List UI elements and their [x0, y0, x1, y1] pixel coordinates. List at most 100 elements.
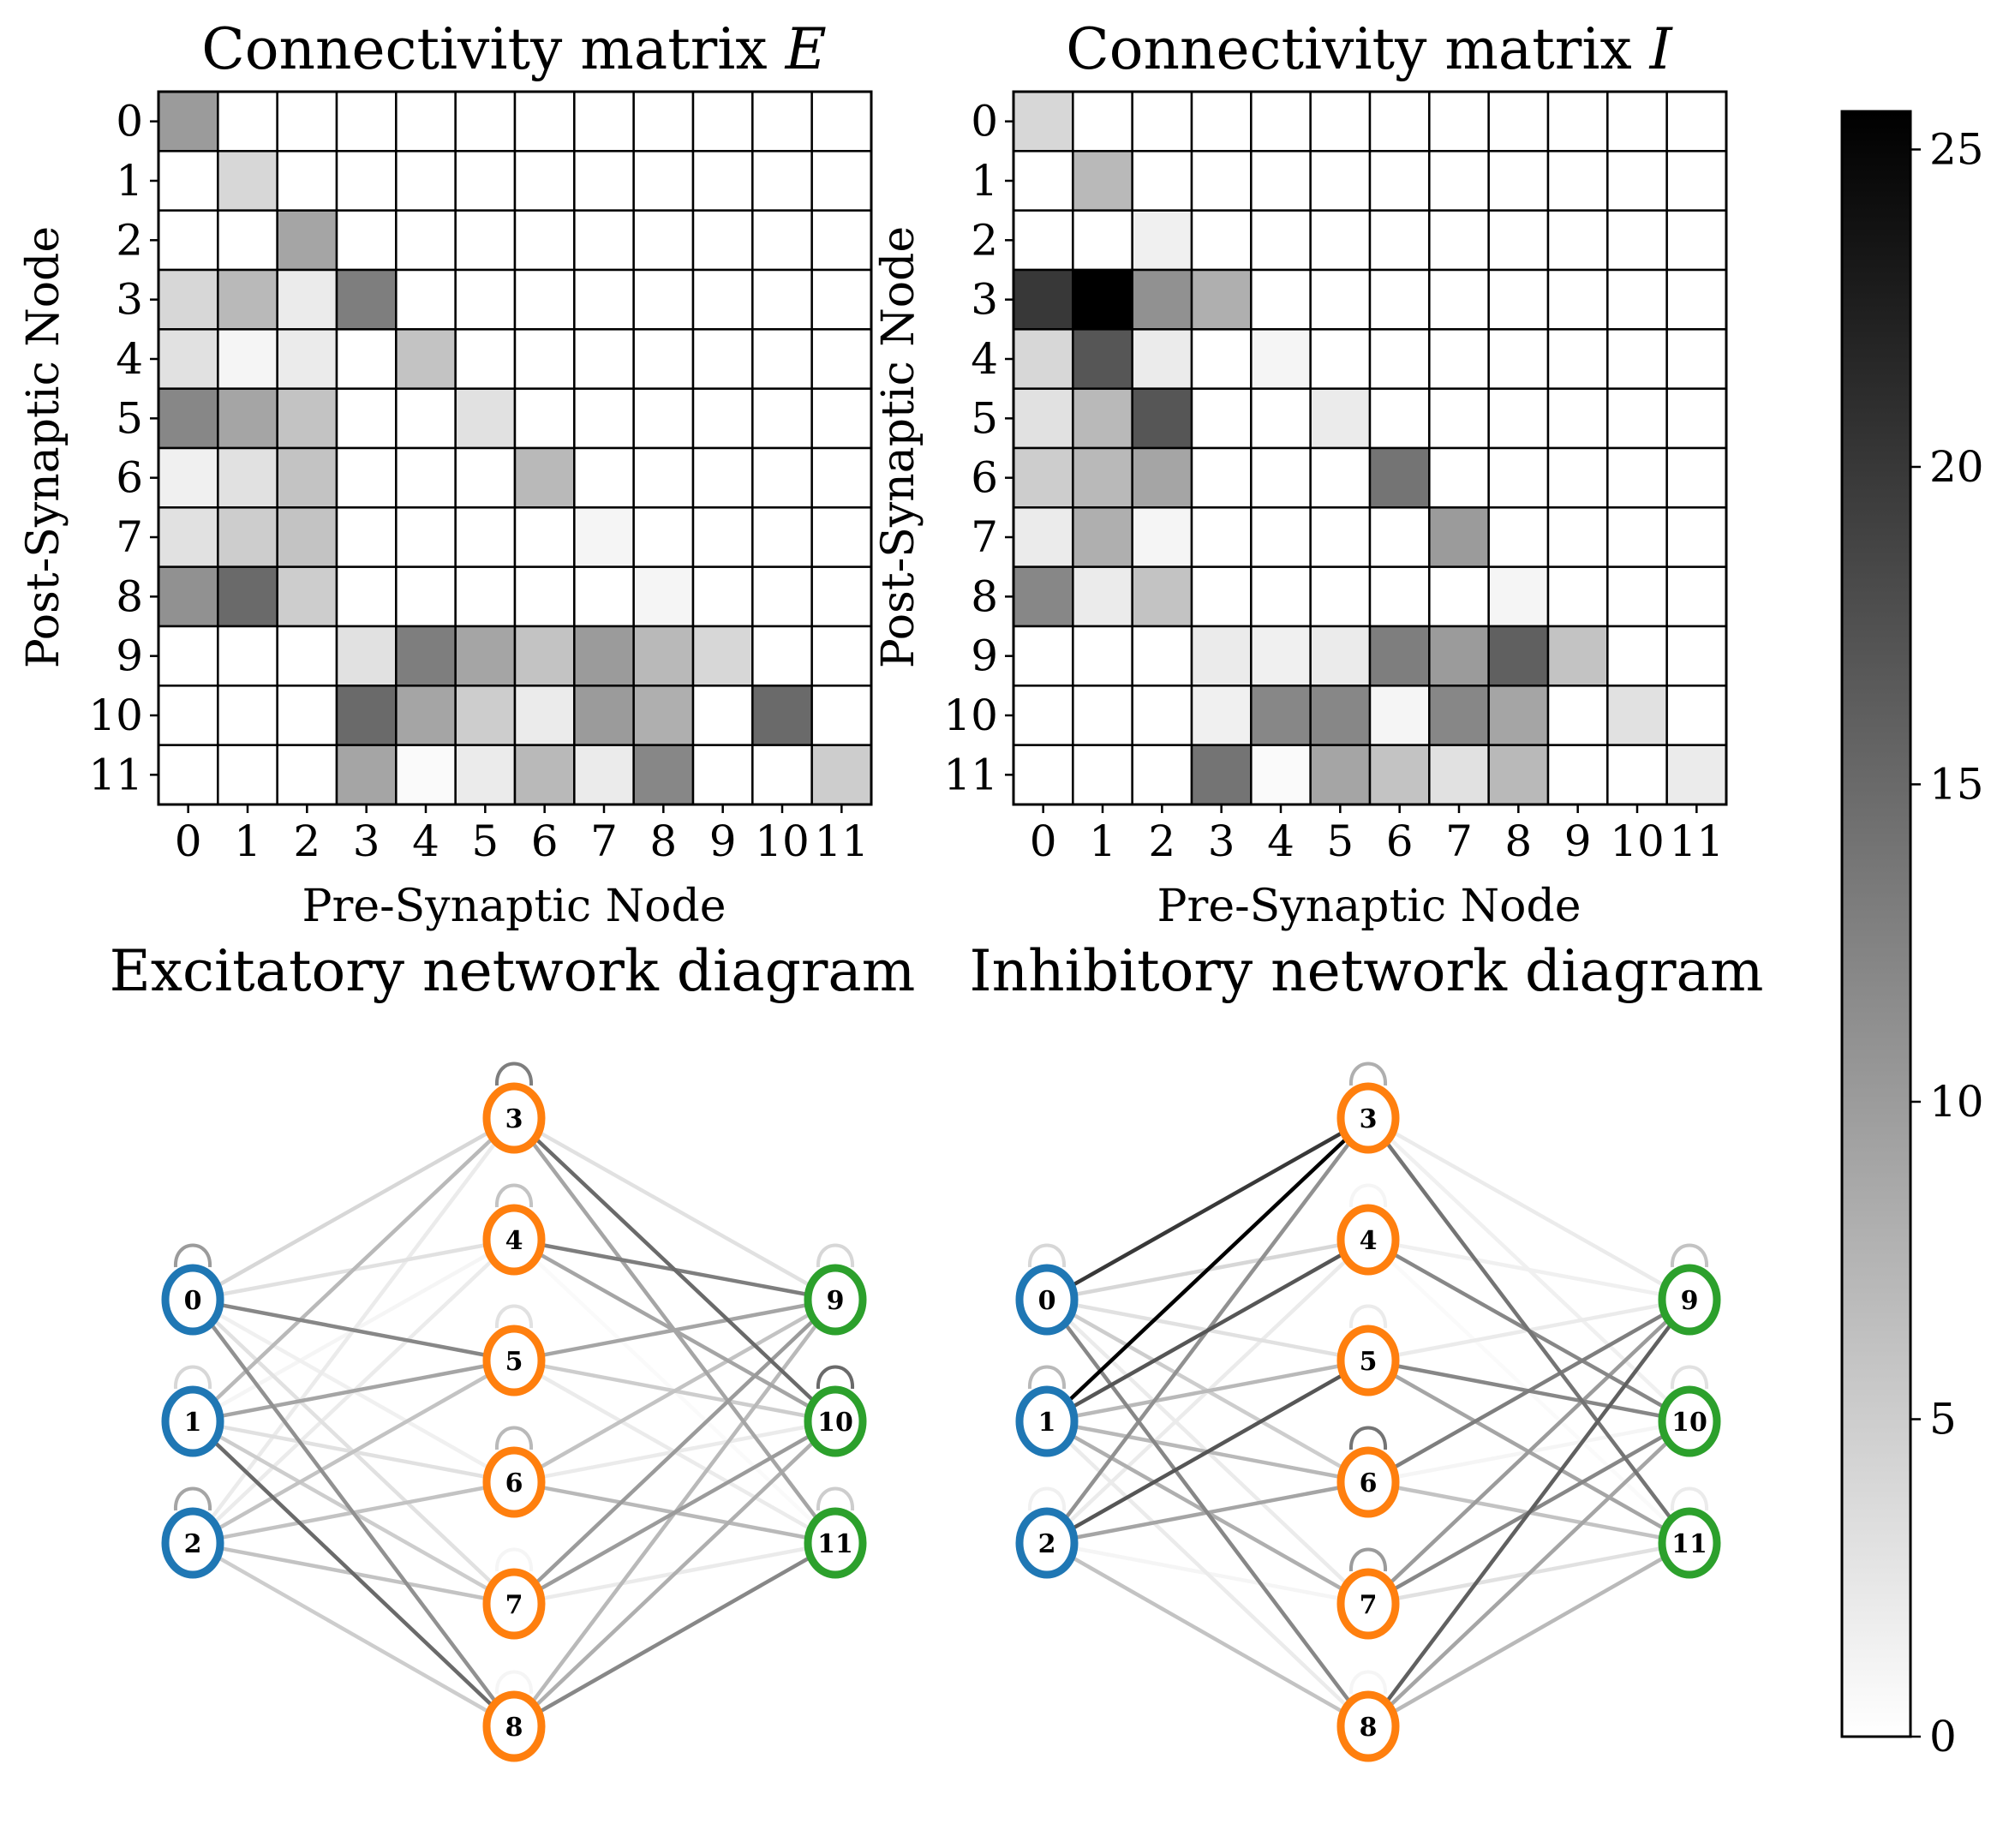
heatmap-cell [751, 150, 813, 212]
heatmap-cell [1072, 209, 1133, 272]
node-label: 8 [505, 1713, 523, 1743]
heatmap-cell [1012, 625, 1074, 687]
heatmap-cell [335, 565, 398, 628]
heatmap-cell [513, 209, 576, 272]
heatmap-cell [810, 446, 873, 509]
heatmap-cell [1131, 90, 1193, 153]
heatmap-cell [1368, 150, 1431, 212]
heatmap-cell [1190, 209, 1253, 272]
network-edge [512, 1298, 837, 1484]
heatmap-cell [1309, 506, 1372, 568]
heatmap-cell [513, 90, 576, 153]
heatmap-cell [1487, 209, 1550, 272]
heatmap-cell [1012, 328, 1074, 390]
heatmap-cell [573, 685, 635, 746]
x-tick-label: 9 [1564, 816, 1592, 866]
heatmap-cell [1665, 90, 1728, 153]
heatmap-cell [1012, 685, 1074, 746]
network-node: 2 [161, 1507, 224, 1579]
heatmap-cell [1428, 268, 1490, 331]
x-tick-label: 2 [293, 816, 320, 866]
network-edge [1046, 1358, 1369, 1424]
node-circle [1336, 1082, 1400, 1154]
x-tick-label: 4 [1267, 816, 1294, 866]
network-edge [1045, 1359, 1370, 1545]
heatmap-cell [1190, 446, 1253, 509]
heatmap-cell [454, 268, 517, 331]
node-label: 3 [505, 1104, 523, 1134]
node-label: 3 [1360, 1104, 1378, 1134]
heatmap-cell [1428, 328, 1490, 390]
heatmap-cell [1546, 446, 1609, 509]
heatmap-e-ylabel: Post-Synaptic Node [18, 226, 69, 668]
heatmap-cell [1368, 446, 1431, 509]
node-circle [804, 1385, 867, 1457]
heatmap-cell [395, 328, 457, 390]
heatmap-cell [276, 328, 338, 390]
heatmap-cell [1131, 685, 1193, 746]
heatmap-cell [1309, 446, 1372, 509]
y-tick-label: 10 [943, 691, 998, 740]
self-loop-edge [1670, 1243, 1709, 1268]
heatmap-cell [1190, 625, 1253, 687]
heatmap-cell [217, 685, 278, 746]
network-edge [512, 1541, 837, 1728]
node-label: 7 [505, 1590, 523, 1620]
heatmap-cell [395, 209, 457, 272]
heatmap-cell [573, 625, 635, 687]
node-label: 9 [1681, 1286, 1699, 1316]
network-node: 11 [1658, 1507, 1721, 1579]
network-self-loops [173, 1062, 855, 1695]
network-edge [1366, 1298, 1691, 1484]
heatmap-cell [1012, 744, 1074, 806]
network-node: 1 [161, 1385, 224, 1457]
heatmap-cell [1131, 625, 1193, 687]
heatmap-cell [1250, 90, 1312, 153]
network-edge [1366, 1116, 1691, 1301]
y-tick-label: 9 [116, 631, 143, 681]
self-loop-edge [1348, 1304, 1388, 1329]
heatmap-cell [1428, 744, 1490, 806]
heatmap-cell [1368, 90, 1431, 153]
heatmap-cell [395, 150, 457, 212]
heatmap-cell [573, 150, 635, 212]
heatmap-cell [810, 209, 873, 272]
heatmap-cell [217, 625, 278, 687]
heatmap-cell [1368, 387, 1431, 450]
heatmap-cell [454, 446, 517, 509]
heatmap-cell [335, 387, 398, 450]
network-node: 9 [804, 1264, 867, 1336]
heatmap-cell [1487, 744, 1550, 806]
x-tick-label: 8 [649, 816, 677, 866]
heatmap-cell [1665, 744, 1728, 806]
heatmap-cell [276, 268, 338, 331]
y-tick-label: 2 [116, 215, 143, 265]
heatmap-cell [1309, 268, 1372, 331]
network-edge [512, 1116, 837, 1545]
heatmap-cell [1665, 565, 1728, 628]
y-tick-label: 6 [971, 453, 998, 503]
heatmap-cell [395, 446, 457, 509]
heatmap-cell [335, 625, 398, 687]
node-circle [1658, 1264, 1721, 1336]
heatmap-cell [217, 328, 278, 390]
network-excitatory: Excitatory network diagram 0 1 2 3 4 5 6 7 8 9 10 1… [110, 938, 915, 1762]
self-loop-edge [494, 1426, 534, 1450]
heatmap-cell [1309, 685, 1372, 746]
heatmap-cell [1546, 506, 1609, 568]
heatmap-cell [751, 625, 813, 687]
heatmap-cell [1428, 150, 1490, 212]
network-nodes: 0 1 2 3 4 5 6 7 8 9 10 11 [1015, 1082, 1721, 1762]
self-loop-edge [494, 1547, 534, 1572]
network-edge [191, 1116, 516, 1301]
y-tick-label: 1 [116, 156, 143, 206]
network-node: 4 [1336, 1204, 1400, 1276]
heatmap-cell [335, 209, 398, 272]
node-circle [482, 1325, 546, 1396]
node-circle [1015, 1264, 1079, 1336]
network-edge [512, 1420, 837, 1728]
y-tick-label: 0 [116, 97, 143, 147]
x-tick-label: 11 [815, 816, 870, 866]
